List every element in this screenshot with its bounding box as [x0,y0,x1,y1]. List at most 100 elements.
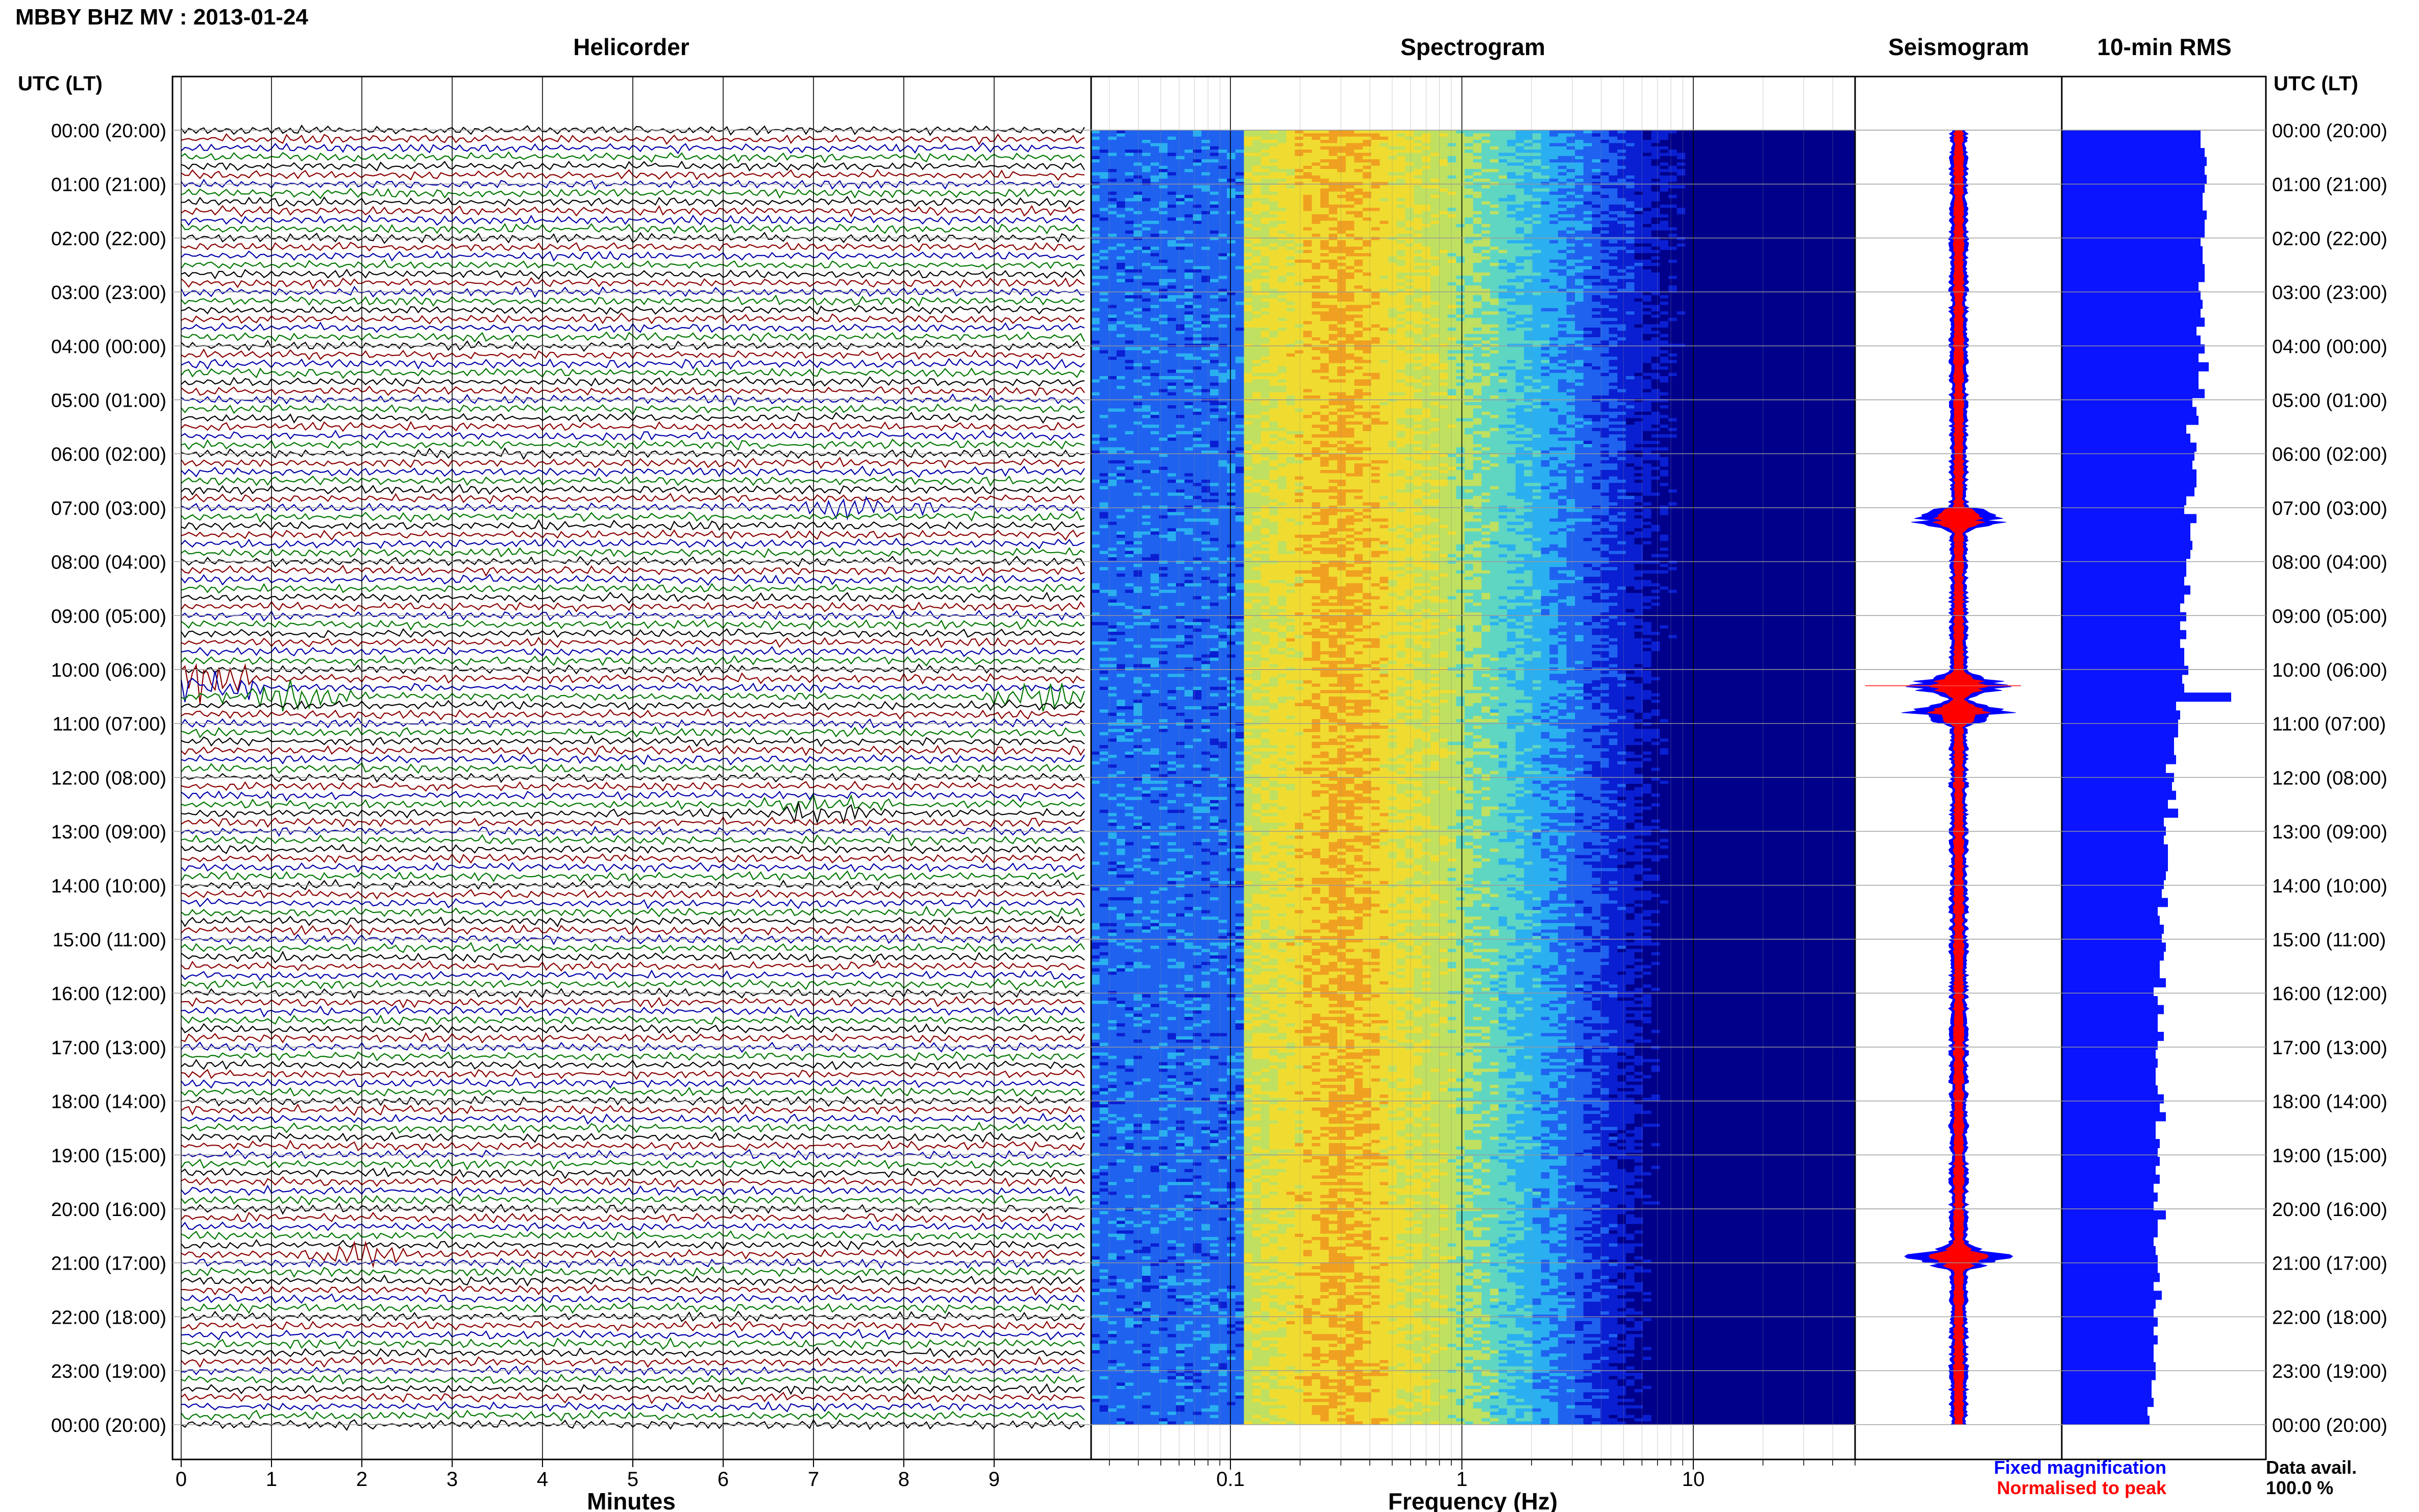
spectrogram-cell [1668,231,1677,234]
spectrogram-cell [1261,227,1270,231]
spectrogram-cell [1567,237,1576,240]
spectrogram-cell [1482,234,1491,237]
spectrogram-cell [1320,227,1329,231]
spectrogram-cell [1133,211,1143,215]
spectrogram-cell [1456,172,1465,176]
spectrogram-cell [1210,192,1219,195]
spectrogram-cell [1736,198,1745,202]
spectrogram-cell [1796,182,1805,186]
spectrogram-cell [1303,269,1313,273]
spectrogram-cell [1244,188,1253,192]
spectrogram-cell [1337,243,1346,247]
spectrogram-cell [1422,276,1431,279]
spectrogram-cell [1380,130,1389,134]
spectrogram-cell [1091,140,1100,143]
spectrogram-cell [1303,176,1313,179]
spectrogram-cell [1303,140,1313,143]
spectrogram-cell [1117,205,1126,208]
spectrogram-cell [1295,137,1304,140]
spectrogram-cell [1617,292,1626,295]
spectrogram-cell [1312,243,1321,247]
spectrogram-cell [1320,260,1329,263]
spectrogram-cell [1813,205,1822,208]
spectrogram-cell [1312,205,1321,208]
spectrogram-cell [1091,221,1100,225]
spectrogram-cell [1295,227,1304,231]
spectrogram-cell [1210,143,1219,146]
spectrogram-cell [1567,302,1576,305]
spectrogram-cell [1269,250,1278,254]
spectrogram-cell [1210,295,1219,299]
spectrogram-cell [1668,266,1677,269]
spectrogram-cell [1295,299,1304,302]
spectrogram-cell [1838,231,1847,234]
spectrogram-cell [1465,205,1474,208]
spectrogram-cell [1813,295,1822,299]
spectrogram-cell [1804,150,1813,153]
spectrogram-cell [1719,234,1729,237]
spectrogram-cell [1728,260,1737,263]
spectrogram-cell [1456,176,1465,179]
spectrogram-cell [1558,253,1567,257]
spectrogram-cell [1448,198,1457,202]
spectrogram-cell [1244,169,1253,172]
spectrogram-cell [1422,224,1431,228]
spectrogram-cell [1498,162,1508,166]
spectrogram-cell [1269,172,1278,176]
spectrogram-cell [1210,253,1219,257]
spectrogram-cell [1278,208,1287,211]
spectrogram-cell [1397,276,1406,279]
spectrogram-cell [1261,176,1270,179]
spectrogram-cell [1227,153,1236,156]
spectrogram-cell [1660,221,1669,225]
spectrogram-cell [1728,130,1737,134]
spectrogram-cell [1745,234,1754,237]
spectrogram-cell [1516,266,1525,269]
spectrogram-cell [1567,156,1576,160]
spectrogram-cell [1702,227,1712,231]
spectrogram-cell [1329,169,1338,172]
spectrogram-cell [1168,198,1177,202]
spectrogram-cell [1244,246,1253,250]
spectrogram-cell [1541,250,1550,254]
spectrogram-cell [1660,179,1669,182]
spectrogram-cell [1091,295,1100,299]
spectrogram-cell [1473,266,1483,269]
spectrogram-cell [1711,143,1720,146]
spectrogram-cell [1719,227,1729,231]
spectrogram-cell [1388,295,1397,299]
spectrogram-cell [1091,202,1100,205]
spectrogram-cell [1541,143,1550,146]
spectrogram-cell [1125,208,1134,211]
spectrogram-cell [1278,179,1287,182]
spectrogram-cell [1210,172,1219,176]
spectrogram-cell [1354,231,1364,234]
spectrogram-cell [1728,185,1737,189]
spectrogram-cell [1668,156,1677,160]
spectrogram-cell [1626,224,1635,228]
spectrogram-cell [1584,140,1593,143]
spectrogram-cell [1117,221,1126,225]
spectrogram-cell [1236,156,1245,160]
spectrogram-cell [1600,172,1610,176]
spectrogram-cell [1337,276,1346,279]
spectrogram-cell [1745,217,1754,221]
spectrogram-cell [1117,231,1126,234]
spectrogram-cell [1668,208,1677,211]
spectrogram-cell [1414,221,1423,225]
spectrogram-cell [1643,279,1652,283]
spectrogram-cell [1728,146,1737,150]
spectrogram-cell [1159,299,1168,302]
spectrogram-cell [1643,256,1652,260]
spectrogram-cell [1711,279,1720,283]
spectrogram-cell [1405,240,1414,244]
spectrogram-cell [1091,153,1100,156]
spectrogram-cell [1252,217,1262,221]
spectrogram-cell [1770,176,1780,179]
spectrogram-cell [1821,140,1831,143]
spectrogram-cell [1643,133,1652,137]
spectrogram-cell [1498,156,1508,160]
spectrogram-cell [1176,205,1185,208]
spectrogram-cell [1100,176,1109,179]
spectrogram-cell [1363,282,1372,286]
